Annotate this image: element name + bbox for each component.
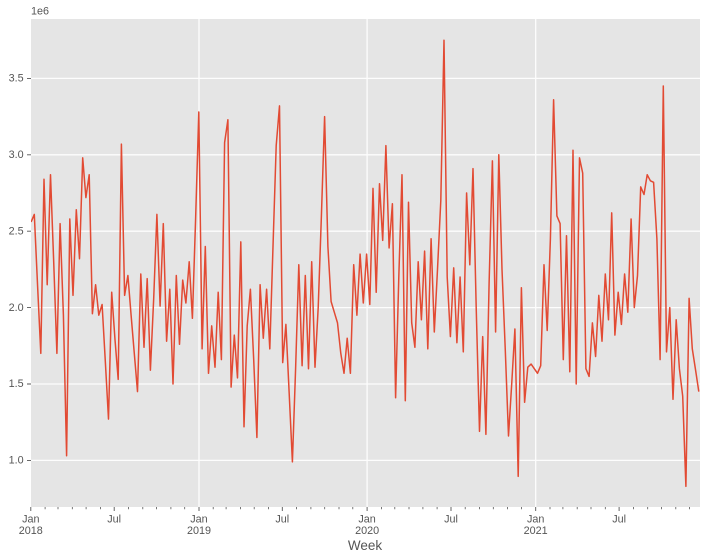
svg-text:Week: Week — [348, 538, 383, 553]
svg-text:Jan: Jan — [22, 513, 39, 525]
svg-text:1.5: 1.5 — [9, 378, 24, 390]
svg-text:2021: 2021 — [524, 525, 548, 537]
svg-text:Jul: Jul — [444, 513, 458, 525]
svg-text:1e6: 1e6 — [31, 6, 49, 18]
svg-text:2.5: 2.5 — [9, 225, 24, 237]
svg-text:2.0: 2.0 — [9, 302, 24, 314]
svg-text:1.0: 1.0 — [9, 455, 24, 467]
svg-text:Jul: Jul — [275, 513, 289, 525]
svg-text:2020: 2020 — [355, 525, 379, 537]
svg-text:3.0: 3.0 — [9, 149, 24, 161]
svg-text:Jan: Jan — [527, 513, 544, 525]
svg-text:Jan: Jan — [190, 513, 207, 525]
svg-text:Jul: Jul — [612, 513, 626, 525]
svg-text:Jan: Jan — [358, 513, 375, 525]
svg-text:2019: 2019 — [187, 525, 211, 537]
svg-text:Jul: Jul — [107, 513, 121, 525]
svg-text:2018: 2018 — [19, 525, 43, 537]
svg-text:3.5: 3.5 — [9, 73, 24, 85]
